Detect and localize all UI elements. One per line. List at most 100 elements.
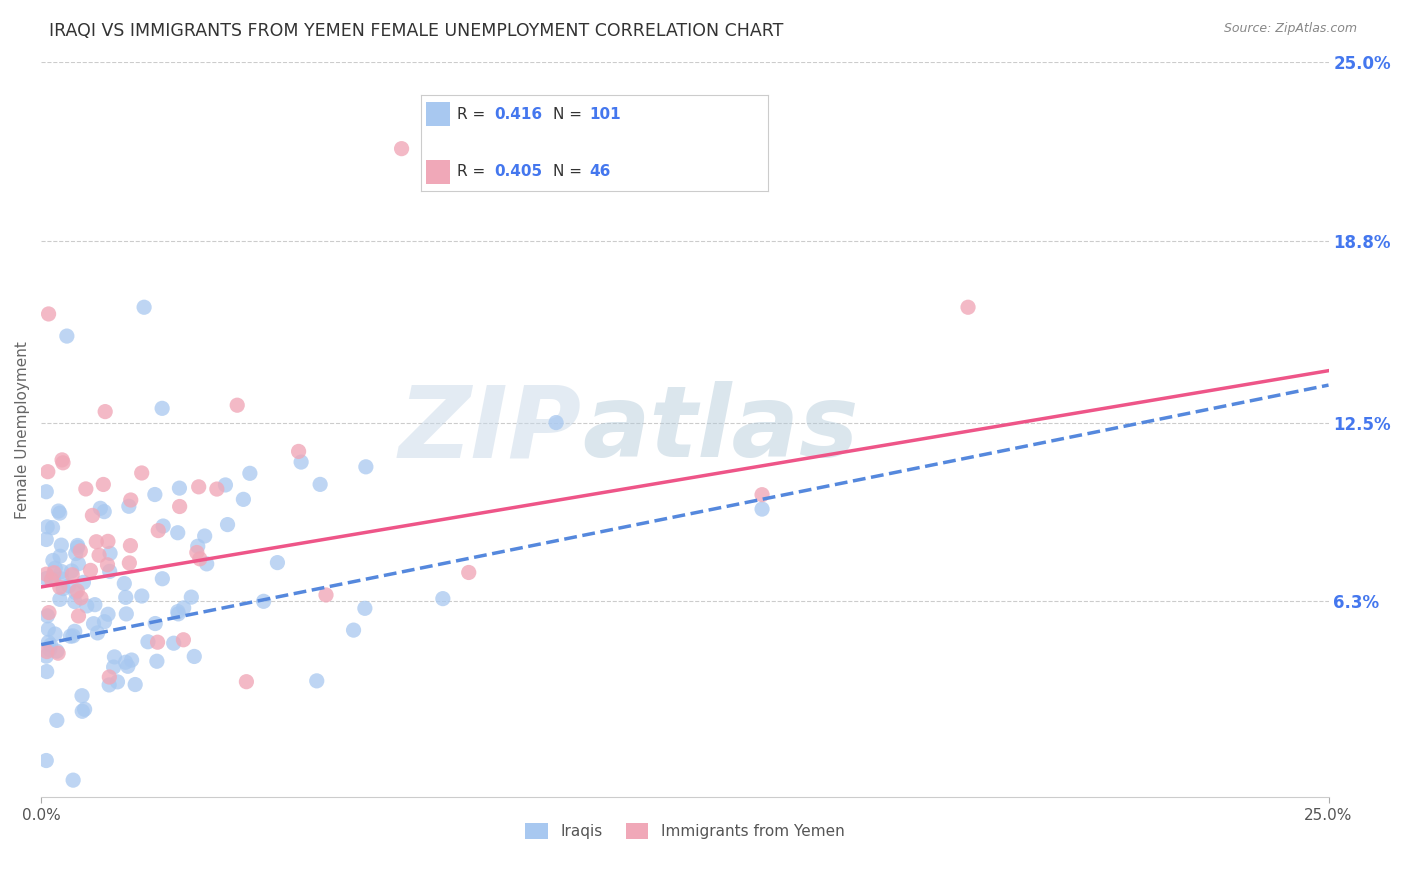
Point [173,600,195,615]
Point [187,539,209,553]
Point [166,605,188,619]
Text: ZIP: ZIP [399,381,582,478]
Point [103,649,125,664]
Point [169,500,191,514]
Point [51,572,73,586]
Point [354,459,377,474]
Point [60,567,83,582]
Point [96,558,118,572]
Point [114,655,136,669]
Point [39,638,62,652]
Point [63,624,86,639]
Point [35,572,58,586]
Point [44,627,66,641]
Point [45,714,67,728]
Point [65,585,87,599]
Point [51,538,73,552]
Point [183,649,205,664]
Point [98,565,121,579]
Point [35,665,58,679]
Point [63,594,86,608]
Point [35,567,58,582]
Point [290,455,312,469]
Text: atlas: atlas [582,381,858,478]
Point [42,566,65,580]
Point [86,534,108,549]
Point [232,492,254,507]
Point [52,456,75,470]
Point [120,493,142,508]
Point [76,599,98,613]
Point [287,444,309,458]
Point [146,654,169,668]
Point [342,623,364,637]
Point [45,644,67,658]
Point [391,142,413,156]
Point [69,544,91,558]
Point [169,481,191,495]
Point [41,521,63,535]
Point [48,506,70,520]
Legend: Iraqis, Immigrants from Yemen: Iraqis, Immigrants from Yemen [519,817,851,845]
Point [124,677,146,691]
Point [957,300,980,314]
Point [49,592,72,607]
Point [70,689,93,703]
Point [751,488,773,502]
Point [107,674,129,689]
Point [73,702,96,716]
Point [252,594,274,608]
Point [66,583,89,598]
Point [118,556,141,570]
Text: IRAQI VS IMMIGRANTS FROM YEMEN FEMALE UNEMPLOYMENT CORRELATION CHART: IRAQI VS IMMIGRANTS FROM YEMEN FEMALE UN… [49,22,783,40]
Point [82,508,104,523]
Point [42,553,65,567]
Point [93,505,115,519]
Point [37,608,59,623]
Point [83,616,105,631]
Point [432,591,454,606]
Point [131,466,153,480]
Point [186,545,208,559]
Point [131,589,153,603]
Point [115,607,138,621]
Point [66,538,89,552]
Point [172,632,194,647]
Point [38,606,60,620]
Point [305,673,328,688]
Point [544,416,567,430]
Point [166,525,188,540]
Point [70,591,93,605]
Point [37,635,59,649]
Point [167,607,190,621]
Point [205,482,228,496]
Point [65,547,87,561]
Point [89,501,111,516]
Point [239,467,262,481]
Point [114,591,136,605]
Text: Source: ZipAtlas.com: Source: ZipAtlas.com [1223,22,1357,36]
Point [118,500,141,514]
Point [38,307,60,321]
Point [214,478,236,492]
Point [52,582,75,596]
Point [187,480,209,494]
Point [98,546,121,560]
Point [51,453,73,467]
Point [150,572,173,586]
Point [117,659,139,673]
Point [354,601,377,615]
Point [112,576,135,591]
Point [98,678,121,692]
Point [35,649,58,664]
Point [44,561,66,575]
Point [42,572,65,586]
Point [56,329,79,343]
Point [37,520,59,534]
Point [62,773,84,788]
Point [35,754,58,768]
Point [87,549,110,563]
Point [37,465,59,479]
Point [35,644,58,658]
Point [48,504,70,518]
